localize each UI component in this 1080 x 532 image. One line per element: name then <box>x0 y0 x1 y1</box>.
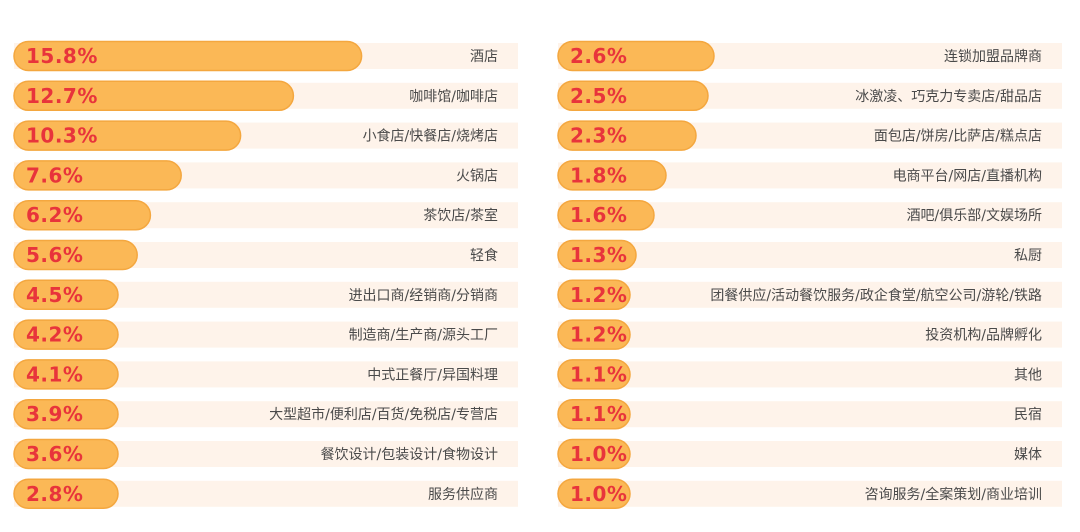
bar <box>557 239 637 271</box>
data-label: 3.6% <box>26 442 83 466</box>
bar <box>557 199 655 231</box>
data-label: 1.8% <box>570 163 627 187</box>
bar-row-background <box>558 441 1062 467</box>
category-label: 民宿 <box>1014 406 1042 423</box>
category-label: 餐饮设计/包装设计/食物设计 <box>321 446 498 463</box>
category-label: 咨询服务/全案策划/商业培训 <box>865 486 1042 503</box>
category-label: 连锁加盟品牌商 <box>944 48 1042 65</box>
bar-row-background <box>558 242 1062 268</box>
data-label: 1.1% <box>570 362 627 386</box>
data-label: 4.5% <box>26 283 83 307</box>
data-label: 1.0% <box>570 482 627 506</box>
data-label: 4.2% <box>26 323 83 347</box>
bar <box>13 319 119 350</box>
data-label: 3.9% <box>26 402 83 426</box>
data-label: 1.2% <box>570 323 627 347</box>
bar <box>13 438 119 470</box>
bar-row-background <box>558 281 1062 308</box>
bar <box>557 120 697 151</box>
bar <box>13 279 119 311</box>
bar <box>557 359 631 390</box>
category-label: 电商平台/网店/直播机构 <box>893 167 1042 184</box>
data-label: 2.5% <box>570 84 627 108</box>
bar-row-background <box>558 361 1062 388</box>
bar <box>557 319 631 350</box>
bar <box>13 40 363 72</box>
data-label: 2.6% <box>570 44 627 68</box>
category-label: 轻食 <box>470 247 498 264</box>
category-label: 咖啡馆/咖啡店 <box>409 89 498 105</box>
bar <box>557 80 709 112</box>
data-label: 12.7% <box>26 84 98 108</box>
bar <box>557 40 715 72</box>
category-label: 进出口商/经销商/分销商 <box>349 288 498 304</box>
category-label: 酒吧/俱乐部/文娱场所 <box>907 208 1042 224</box>
category-label: 小食店/快餐店/烧烤店 <box>363 128 498 145</box>
data-label: 5.6% <box>26 243 83 267</box>
bar-row-background <box>558 321 1062 348</box>
bar <box>13 199 152 231</box>
bar <box>13 80 295 112</box>
category-label: 茶饮店/茶室 <box>423 207 498 224</box>
data-label: 1.6% <box>570 203 627 227</box>
data-label: 1.3% <box>570 243 627 267</box>
bar <box>557 478 631 510</box>
category-label: 团餐供应/活动餐饮服务/政企食堂/航空公司/游轮/铁路 <box>710 287 1042 304</box>
bar <box>557 438 631 470</box>
bar-panel-2: 2.6% 连锁加盟品牌商 2.5% 冰激凌、巧克力专卖店/甜品店 2.3% 面包店/饼房/… <box>557 40 1062 510</box>
category-label: 私厨 <box>1014 248 1042 264</box>
category-label: 面包店/饼房/比萨店/糕点店 <box>874 129 1042 145</box>
category-label: 媒体 <box>1014 447 1042 463</box>
data-label: 1.0% <box>570 442 627 466</box>
data-label: 1.2% <box>570 283 627 307</box>
bar <box>557 398 631 430</box>
data-label: 15.8% <box>26 44 98 68</box>
category-label: 中式正餐厅/异国料理 <box>367 367 498 383</box>
bar-panel-1: 15.8% 酒店 12.7% 咖啡馆/咖啡店 10.3% 小食店/快餐店/烧烤店 7.6% 火… <box>13 40 518 510</box>
data-label: 10.3% <box>26 124 98 148</box>
bar <box>557 160 667 191</box>
bar <box>13 239 138 271</box>
category-label: 大型超市/便利店/百货/免税店/专营店 <box>269 406 498 423</box>
data-label: 2.3% <box>570 124 627 148</box>
category-label: 制造商/生产商/源头工厂 <box>349 328 498 344</box>
bar-row-background <box>558 401 1062 428</box>
bar <box>13 160 182 191</box>
category-label: 其他 <box>1014 367 1042 383</box>
data-label: 7.6% <box>26 163 83 187</box>
category-label: 火锅店 <box>456 168 498 184</box>
bar <box>13 478 119 510</box>
category-label: 投资机构/品牌孵化 <box>925 327 1042 344</box>
data-label: 6.2% <box>26 203 83 227</box>
data-label: 2.8% <box>26 482 83 506</box>
bar <box>557 279 631 311</box>
bar <box>13 120 242 151</box>
category-label: 酒店 <box>470 49 498 65</box>
category-label: 冰激凌、巧克力专卖店/甜品店 <box>855 88 1042 105</box>
data-label: 1.1% <box>570 402 627 426</box>
bar-row-background <box>558 480 1062 507</box>
data-label: 4.1% <box>26 362 83 386</box>
bar <box>13 359 119 390</box>
bar <box>13 398 119 430</box>
category-label: 服务供应商 <box>428 486 498 503</box>
